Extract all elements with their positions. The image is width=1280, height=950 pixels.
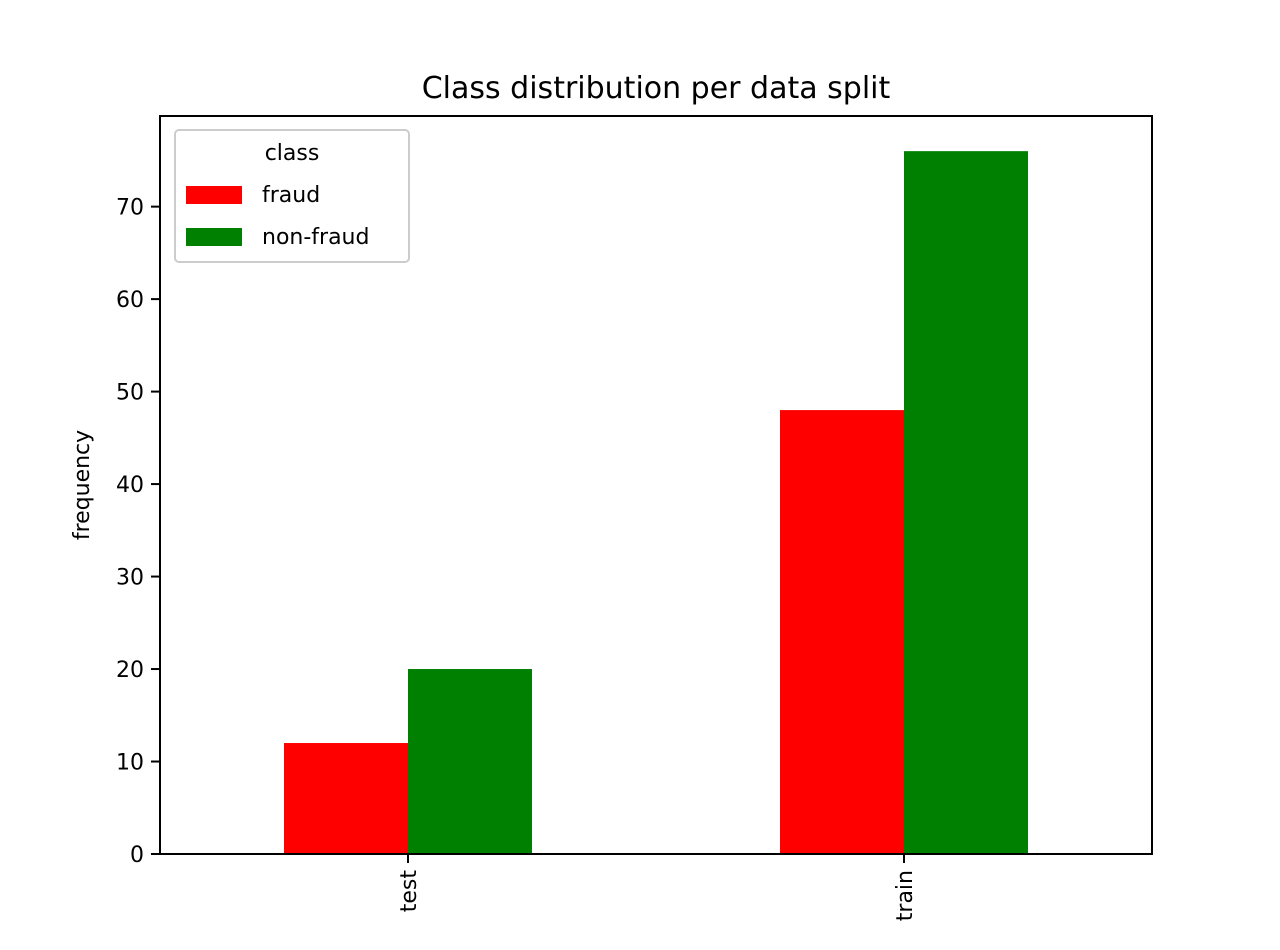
- y-axis: 0 10 20 30 40 50 60 70: [116, 196, 160, 868]
- bar-test-fraud: [284, 743, 408, 854]
- legend: class fraud non-fraud: [174, 129, 410, 263]
- legend-swatch-fraud: [186, 186, 242, 204]
- legend-label-non-fraud: non-fraud: [262, 225, 369, 250]
- y-tick-label-50: 50: [116, 381, 144, 406]
- legend-swatch-non-fraud: [186, 228, 242, 246]
- y-tick-label-20: 20: [116, 658, 144, 683]
- legend-label-fraud: fraud: [262, 183, 320, 208]
- y-tick-label-10: 10: [116, 751, 144, 776]
- bars-layer: [284, 151, 1028, 855]
- bar-train-fraud: [780, 410, 904, 854]
- bar-train-non-fraud: [904, 151, 1028, 855]
- x-axis: test train: [397, 854, 918, 921]
- chart-title: Class distribution per data split: [422, 71, 891, 106]
- legend-title: class: [265, 141, 320, 166]
- x-tick-label-train: train: [893, 870, 918, 921]
- plot-frame: [159, 115, 1153, 855]
- y-tick-label-30: 30: [116, 566, 144, 591]
- x-tick-label-test: test: [397, 870, 422, 913]
- y-tick-label-70: 70: [116, 196, 144, 221]
- y-tick-label-60: 60: [116, 288, 144, 313]
- y-axis-label: frequency: [70, 430, 95, 540]
- bar-test-non-fraud: [408, 669, 532, 854]
- y-tick-label-0: 0: [130, 843, 144, 868]
- y-tick-label-40: 40: [116, 473, 144, 498]
